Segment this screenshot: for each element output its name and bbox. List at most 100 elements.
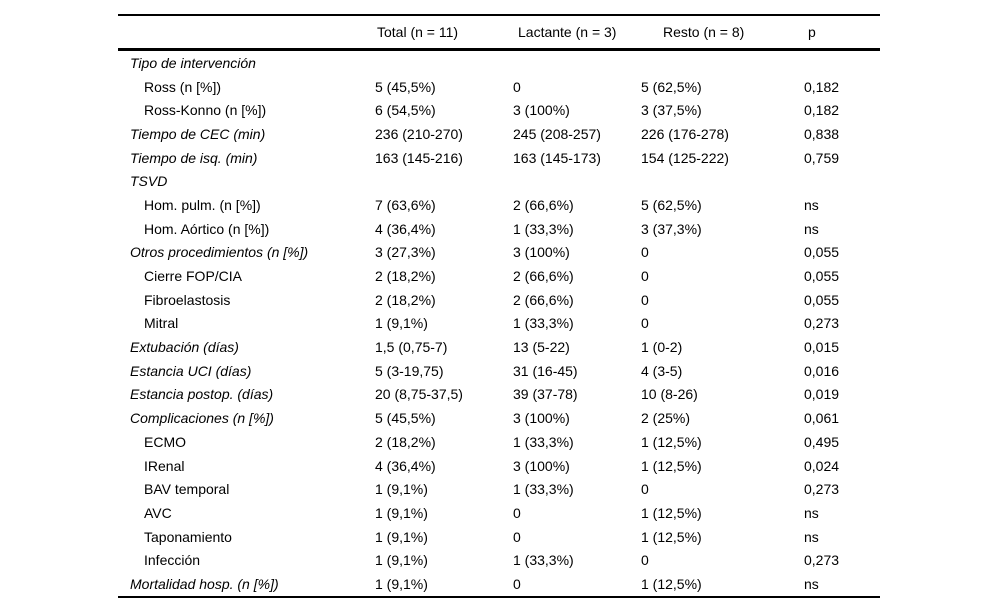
cell-total: 3 (27,3%) xyxy=(375,244,436,261)
cell-lactante: 3 (100%) xyxy=(513,410,570,427)
cell-total: 2 (18,2%) xyxy=(375,268,436,285)
row-label: Hom. Aórtico (n [%]) xyxy=(144,220,270,237)
row-label: ECMO xyxy=(144,433,186,450)
cell-total: 2 (18,2%) xyxy=(375,433,436,450)
table-row: Cierre FOP/CIA 2 (18,2%) 2 (66,6%) 0 0,0… xyxy=(118,264,880,288)
cell-resto: 226 (176-278) xyxy=(641,125,729,142)
cell-resto: 1 (12,5%) xyxy=(641,575,702,592)
cell-lactante: 3 (100%) xyxy=(513,102,570,119)
cell-lactante: 2 (66,6%) xyxy=(513,291,574,308)
table-row: Taponamiento 1 (9,1%) 0 1 (12,5%) ns xyxy=(118,525,880,549)
cell-total: 1,5 (0,75-7) xyxy=(375,339,448,356)
cell-total: 236 (210-270) xyxy=(375,125,463,142)
cell-resto: 0 xyxy=(641,481,649,498)
cell-p-value: 0,024 xyxy=(804,457,840,474)
cell-p-value: ns xyxy=(804,220,819,237)
cell-resto: 0 xyxy=(641,244,649,261)
cell-lactante: 1 (33,3%) xyxy=(513,220,574,237)
cell-lactante: 39 (37-78) xyxy=(513,386,578,403)
table-row: Tiempo de isq. (min) 163 (145-216) 163 (… xyxy=(118,146,880,170)
cell-resto: 2 (25%) xyxy=(641,410,691,427)
cell-p-value: 0,759 xyxy=(804,149,840,166)
table-row: Infección 1 (9,1%) 1 (33,3%) 0 0,273 xyxy=(118,548,880,572)
cell-total: 1 (9,1%) xyxy=(375,552,428,569)
cell-lactante: 0 xyxy=(513,504,521,521)
cell-total: 20 (8,75-37,5) xyxy=(375,386,463,403)
row-label: Infección xyxy=(144,552,201,569)
cell-lactante: 3 (100%) xyxy=(513,244,570,261)
cell-resto: 5 (62,5%) xyxy=(641,78,702,95)
cell-resto: 4 (3-5) xyxy=(641,362,683,379)
table-row: BAV temporal 1 (9,1%) 1 (33,3%) 0 0,273 xyxy=(118,477,880,501)
clinical-outcomes-table: Total (n = 11) Lactante (n = 3) Resto (n… xyxy=(118,14,880,598)
row-label: BAV temporal xyxy=(144,481,230,498)
cell-resto: 3 (37,5%) xyxy=(641,102,702,119)
row-label: Estancia postop. (días) xyxy=(130,386,274,403)
row-label: Fibroelastosis xyxy=(144,291,231,308)
table-row: Mitral 1 (9,1%) 1 (33,3%) 0 0,273 xyxy=(118,312,880,336)
cell-p-value: 0,015 xyxy=(804,339,840,356)
header-resto: Resto (n = 8) xyxy=(663,24,745,40)
row-label: TSVD xyxy=(130,173,168,190)
cell-lactante: 163 (145-173) xyxy=(513,149,601,166)
cell-lactante: 13 (5-22) xyxy=(513,339,570,356)
table-row: AVC 1 (9,1%) 0 1 (12,5%) ns xyxy=(118,501,880,525)
cell-lactante: 2 (66,6%) xyxy=(513,196,574,213)
cell-total: 5 (45,5%) xyxy=(375,410,436,427)
table-row: ECMO 2 (18,2%) 1 (33,3%) 1 (12,5%) 0,495 xyxy=(118,430,880,454)
cell-total: 1 (9,1%) xyxy=(375,481,428,498)
row-label: Tiempo de CEC (min) xyxy=(130,125,266,142)
cell-p-value: 0,055 xyxy=(804,244,840,261)
cell-total: 1 (9,1%) xyxy=(375,315,428,332)
table-body: Tipo de intervención Ross (n [%]) 5 (45,… xyxy=(118,51,880,598)
row-label: Extubación (días) xyxy=(130,339,239,356)
row-label: Ross-Konno (n [%]) xyxy=(144,102,267,119)
cell-p-value: 0,273 xyxy=(804,315,840,332)
table-header-row: Total (n = 11) Lactante (n = 3) Resto (n… xyxy=(118,16,880,51)
cell-lactante: 3 (100%) xyxy=(513,457,570,474)
table-row: IRenal 4 (36,4%) 3 (100%) 1 (12,5%) 0,02… xyxy=(118,454,880,478)
cell-total: 1 (9,1%) xyxy=(375,528,428,545)
cell-total: 7 (63,6%) xyxy=(375,196,436,213)
cell-total: 6 (54,5%) xyxy=(375,102,436,119)
cell-resto: 0 xyxy=(641,315,649,332)
cell-p-value: ns xyxy=(804,196,819,213)
cell-total: 2 (18,2%) xyxy=(375,291,436,308)
row-label: AVC xyxy=(144,504,172,521)
cell-resto: 5 (62,5%) xyxy=(641,196,702,213)
cell-resto: 1 (12,5%) xyxy=(641,457,702,474)
cell-lactante: 1 (33,3%) xyxy=(513,433,574,450)
cell-p-value: 0,055 xyxy=(804,268,840,285)
header-total: Total (n = 11) xyxy=(377,24,459,40)
row-label: Taponamiento xyxy=(144,528,232,545)
row-label: IRenal xyxy=(144,457,185,474)
cell-lactante: 245 (208-257) xyxy=(513,125,601,142)
cell-resto: 10 (8-26) xyxy=(641,386,698,403)
cell-resto: 3 (37,3%) xyxy=(641,220,702,237)
cell-p-value: 0,019 xyxy=(804,386,840,403)
cell-total: 5 (45,5%) xyxy=(375,78,436,95)
table-row: Ross (n [%]) 5 (45,5%) 0 5 (62,5%) 0,182 xyxy=(118,75,880,99)
table-row: Ross-Konno (n [%]) 6 (54,5%) 3 (100%) 3 … xyxy=(118,98,880,122)
cell-p-value: 0,182 xyxy=(804,102,840,119)
row-label: Otros procedimientos (n [%]) xyxy=(130,244,309,261)
cell-total: 1 (9,1%) xyxy=(375,504,428,521)
row-label: Ross (n [%]) xyxy=(144,78,222,95)
table-row: TSVD xyxy=(118,169,880,193)
cell-resto: 1 (12,5%) xyxy=(641,433,702,450)
row-label: Cierre FOP/CIA xyxy=(144,268,243,285)
cell-p-value: 0,182 xyxy=(804,78,840,95)
cell-p-value: 0,016 xyxy=(804,362,840,379)
table-row: Estancia postop. (días) 20 (8,75-37,5) 3… xyxy=(118,383,880,407)
cell-lactante: 0 xyxy=(513,78,521,95)
cell-resto: 0 xyxy=(641,268,649,285)
cell-p-value: ns xyxy=(804,528,819,545)
cell-total: 163 (145-216) xyxy=(375,149,463,166)
cell-p-value: 0,495 xyxy=(804,433,840,450)
row-label: Tipo de intervención xyxy=(130,54,256,71)
row-label: Estancia UCI (días) xyxy=(130,362,252,379)
row-label: Tiempo de isq. (min) xyxy=(130,149,258,166)
table-row: Extubación (días) 1,5 (0,75-7) 13 (5-22)… xyxy=(118,335,880,359)
cell-resto: 154 (125-222) xyxy=(641,149,729,166)
table-row: Complicaciones (n [%]) 5 (45,5%) 3 (100%… xyxy=(118,406,880,430)
